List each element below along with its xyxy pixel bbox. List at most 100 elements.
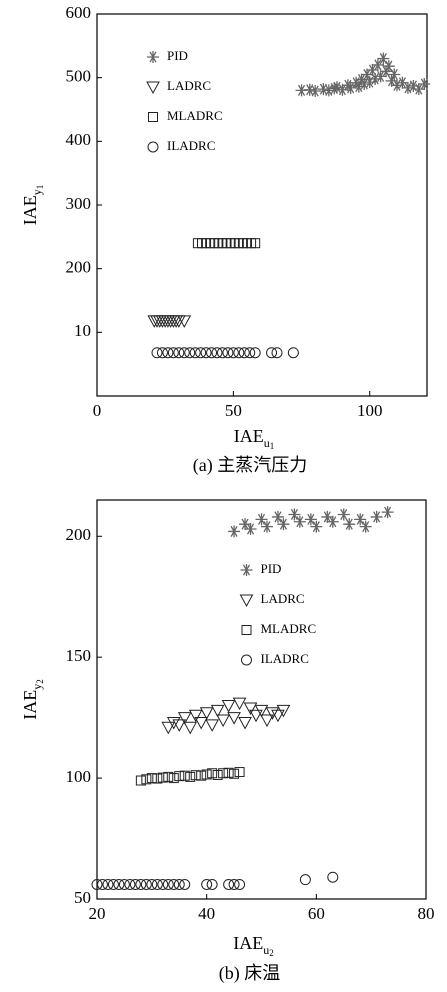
y-axis-label: IAEy1 <box>20 185 45 226</box>
marker-circle <box>222 347 234 359</box>
marker-square <box>234 767 245 778</box>
marker-circle <box>195 347 207 359</box>
marker-star <box>239 518 252 531</box>
marker-star <box>371 58 384 71</box>
marker-star <box>341 79 354 92</box>
marker-star <box>374 70 387 83</box>
marker-star <box>260 520 273 533</box>
marker-star <box>331 81 343 94</box>
marker-square <box>152 773 163 784</box>
marker-square <box>212 769 223 780</box>
marker-star <box>337 508 350 521</box>
marker-circle <box>206 347 218 359</box>
marker-star <box>321 510 334 523</box>
legend-marker <box>241 654 252 666</box>
marker-circle <box>162 347 174 359</box>
marker-circle <box>234 878 246 890</box>
marker-triangle <box>188 709 203 723</box>
marker-circle <box>216 347 228 359</box>
y-tick-label: 200 <box>66 258 92 277</box>
marker-triangle <box>249 709 263 723</box>
marker-triangle <box>271 709 285 723</box>
marker-square <box>250 238 261 249</box>
y-axis-label-sub: y <box>30 684 44 690</box>
legend-marker <box>147 141 159 153</box>
marker-circle <box>102 878 114 890</box>
marker-star <box>391 79 403 92</box>
y-axis-label-subsub: 2 <box>35 679 45 684</box>
marker-circle <box>157 878 169 890</box>
y-tick-label: 400 <box>66 130 92 149</box>
marker-circle <box>189 347 201 359</box>
marker-star <box>344 81 357 94</box>
legend-marker <box>148 112 158 122</box>
y-axis-label-sub: y <box>30 189 44 195</box>
marker-circle <box>266 347 278 359</box>
marker-star <box>317 83 330 96</box>
marker-triangle <box>265 707 280 720</box>
marker-star <box>369 72 382 85</box>
marker-triangle <box>216 714 230 728</box>
marker-triangle <box>199 707 214 720</box>
legend-label: MLADRC <box>167 108 223 123</box>
marker-circle <box>113 878 125 890</box>
marker-circle <box>129 878 141 890</box>
marker-square <box>223 767 234 778</box>
y-tick-label: 200 <box>66 525 92 544</box>
x-axis-label-main: IAE <box>234 426 264 446</box>
x-axis-label-sub: u <box>263 943 269 957</box>
marker-star <box>309 85 322 98</box>
marker-star <box>293 515 306 528</box>
marker-star <box>228 525 241 538</box>
marker-star <box>401 81 414 94</box>
marker-triangle <box>161 721 176 735</box>
marker-circle <box>206 878 218 890</box>
marker-circle <box>107 878 119 890</box>
legend-label: MLADRC <box>261 621 317 636</box>
marker-circle <box>168 878 180 890</box>
x-axis-label: IAEu1 <box>234 426 275 451</box>
marker-star <box>322 84 335 97</box>
x-tick-label: 20 <box>89 904 106 923</box>
legend-marker <box>146 81 160 95</box>
marker-triangle <box>243 702 258 716</box>
marker-circle <box>184 347 196 359</box>
marker-triangle <box>221 700 236 713</box>
marker-circle <box>238 347 250 359</box>
marker-triangle <box>194 716 209 730</box>
marker-star <box>359 520 372 533</box>
marker-triangle <box>177 315 192 328</box>
marker-triangle <box>276 704 291 718</box>
marker-star <box>412 83 425 96</box>
marker-star <box>361 68 373 81</box>
chart-title: (b) 床温 <box>219 963 281 984</box>
marker-circle <box>244 347 256 359</box>
chart-title: (a) 主蒸汽压力 <box>193 455 307 476</box>
marker-square <box>179 770 190 781</box>
marker-square <box>135 775 146 786</box>
marker-square <box>174 771 185 782</box>
legend-label: LADRC <box>167 78 211 93</box>
marker-triangle <box>205 719 219 732</box>
marker-triangle <box>166 716 181 730</box>
marker-star <box>396 76 409 89</box>
marker-star <box>271 510 284 523</box>
marker-square <box>201 769 212 780</box>
marker-star <box>304 513 317 526</box>
marker-circle <box>228 878 240 890</box>
y-tick-label: 500 <box>66 67 92 86</box>
marker-circle <box>179 878 191 890</box>
y-tick-label: 10 <box>74 321 91 340</box>
marker-star <box>418 78 431 91</box>
y-axis-label-main: IAE <box>20 690 40 720</box>
x-tick-label: 60 <box>308 904 325 923</box>
x-tick-label: 100 <box>357 401 383 420</box>
legend-marker <box>240 564 253 576</box>
x-axis-label: IAEu2 <box>233 933 274 958</box>
marker-triangle <box>210 704 225 718</box>
marker-star <box>255 513 268 526</box>
marker-star <box>363 76 376 89</box>
x-axis-label-main: IAE <box>233 933 263 953</box>
marker-square <box>141 774 152 785</box>
marker-circle <box>227 347 239 359</box>
